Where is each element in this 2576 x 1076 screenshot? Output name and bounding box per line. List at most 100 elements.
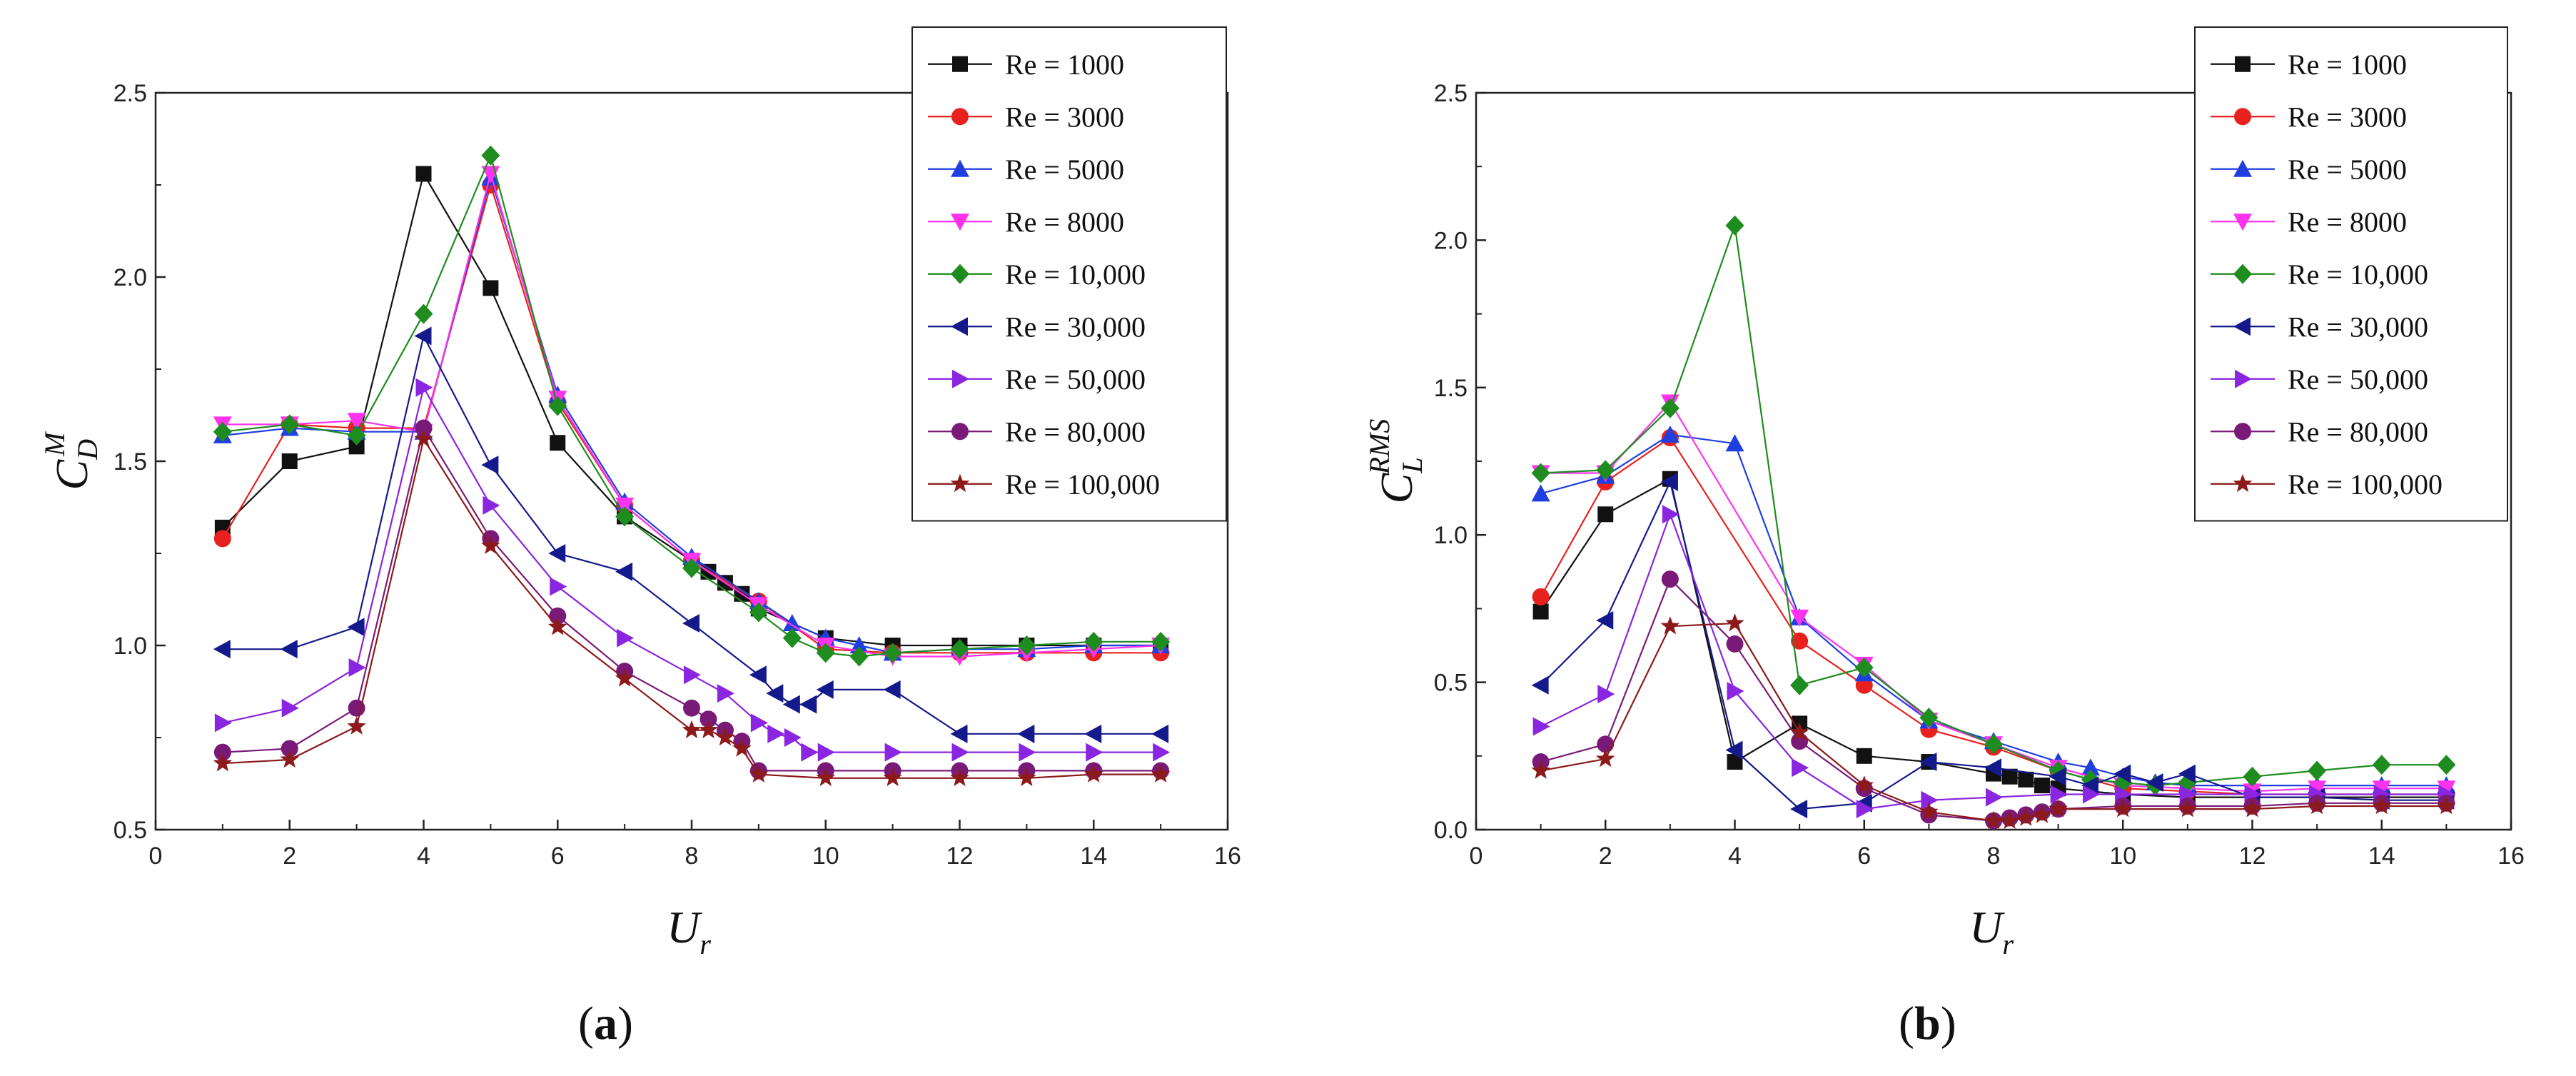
data-point (1660, 398, 1680, 418)
data-point (281, 453, 298, 469)
data-point (1856, 748, 1872, 764)
legend-marker (951, 213, 969, 231)
data-point (1531, 484, 1550, 502)
data-point (2049, 799, 2068, 818)
legend-entry: Re = 50,000 (928, 363, 1146, 396)
data-point (1726, 635, 1744, 653)
legend-entry: Re = 5000 (928, 154, 1124, 186)
data-point (415, 378, 433, 397)
y-axis-label: CDM (39, 431, 103, 491)
data-point (2018, 771, 2034, 788)
data-point (1790, 800, 1808, 819)
data-point (883, 643, 902, 663)
legend-marker (952, 369, 969, 388)
data-point (347, 425, 366, 446)
x-label-main: U (667, 902, 702, 952)
legend-entry: Re = 30,000 (2211, 311, 2428, 343)
data-point (280, 750, 300, 768)
data-point (1531, 675, 1549, 695)
y-tick-label: 1.5 (113, 448, 147, 476)
data-point (1019, 743, 1036, 762)
legend-entry: Re = 1000 (928, 49, 1124, 81)
data-point (2308, 780, 2327, 798)
data-point (2308, 760, 2327, 781)
data-point (2372, 796, 2392, 815)
data-point (2307, 796, 2327, 815)
legend-label: Re = 100,000 (2288, 468, 2443, 501)
data-point (883, 768, 902, 787)
legend-entry: Re = 50,000 (2211, 363, 2428, 396)
data-point (2000, 810, 2019, 829)
data-point (699, 720, 718, 738)
data-point (1984, 810, 2004, 829)
data-point (481, 456, 499, 475)
data-point (750, 713, 768, 733)
data-point (950, 724, 968, 743)
data-point (414, 326, 432, 346)
data-point (1084, 764, 1103, 783)
data-point (1984, 758, 2001, 778)
data-point (1854, 775, 1874, 794)
legend-marker (951, 263, 969, 284)
y-label-main: C (1371, 472, 1422, 503)
legend-entry: Re = 1000 (2211, 49, 2407, 81)
data-point (2178, 799, 2198, 818)
data-point (617, 628, 635, 648)
x-tick-label: 14 (2368, 843, 2395, 870)
data-point (682, 614, 699, 633)
x-tick-label: 2 (283, 843, 296, 870)
series-line (222, 426, 1161, 772)
legend-entry: Re = 30,000 (928, 311, 1146, 343)
data-point (414, 429, 433, 448)
data-point (481, 536, 500, 554)
data-point (615, 562, 633, 581)
data-point (2437, 796, 2456, 815)
series-line (1540, 622, 2447, 822)
series-6 (213, 326, 1169, 743)
data-point (415, 166, 432, 182)
data-point (1792, 758, 1809, 778)
data-point (782, 628, 802, 648)
data-point (548, 544, 566, 563)
data-point (280, 640, 298, 659)
legend-marker (951, 159, 969, 177)
data-point (615, 668, 635, 687)
panel-paren-open: ( (1899, 997, 1914, 1050)
x-tick-label: 16 (2497, 843, 2525, 870)
data-point (550, 435, 566, 451)
legend-label: Re = 8000 (1005, 206, 1124, 238)
x-tick-label: 4 (417, 843, 430, 870)
legend: Re = 1000 Re = 3000 Re = 5000 Re = 8000 Re =… (2194, 26, 2508, 522)
data-point (1151, 724, 1169, 743)
data-point (615, 497, 635, 515)
series-5 (213, 145, 1171, 667)
data-point (2178, 764, 2196, 783)
x-axis-label: Ur (1969, 902, 2014, 960)
data-point (950, 768, 969, 787)
data-point (415, 419, 433, 437)
data-point (213, 640, 231, 659)
data-point (1596, 460, 1615, 481)
x-tick-label: 8 (685, 843, 699, 870)
series-9 (213, 429, 1171, 787)
legend-entry: Re = 100,000 (928, 468, 1160, 501)
legend-label: Re = 10,000 (2288, 258, 2428, 291)
data-point (1084, 724, 1102, 743)
legend-entry: Re = 8000 (2211, 206, 2407, 238)
data-point (1532, 717, 1550, 736)
data-point (1919, 802, 1939, 820)
panel-label: (b) (1899, 997, 1956, 1050)
series-7 (214, 378, 1171, 762)
data-point (1984, 734, 2003, 755)
y-tick-label: 1.5 (1434, 375, 1468, 402)
series-line (222, 333, 1161, 735)
legend-marker (2233, 473, 2253, 493)
data-point (782, 695, 800, 714)
legend-label: Re = 80,000 (2288, 416, 2428, 448)
x-label-sub: r (699, 928, 711, 960)
data-point (1660, 616, 1680, 635)
data-point (801, 743, 819, 762)
data-point (2081, 776, 2098, 795)
legend-marker (2234, 423, 2251, 441)
